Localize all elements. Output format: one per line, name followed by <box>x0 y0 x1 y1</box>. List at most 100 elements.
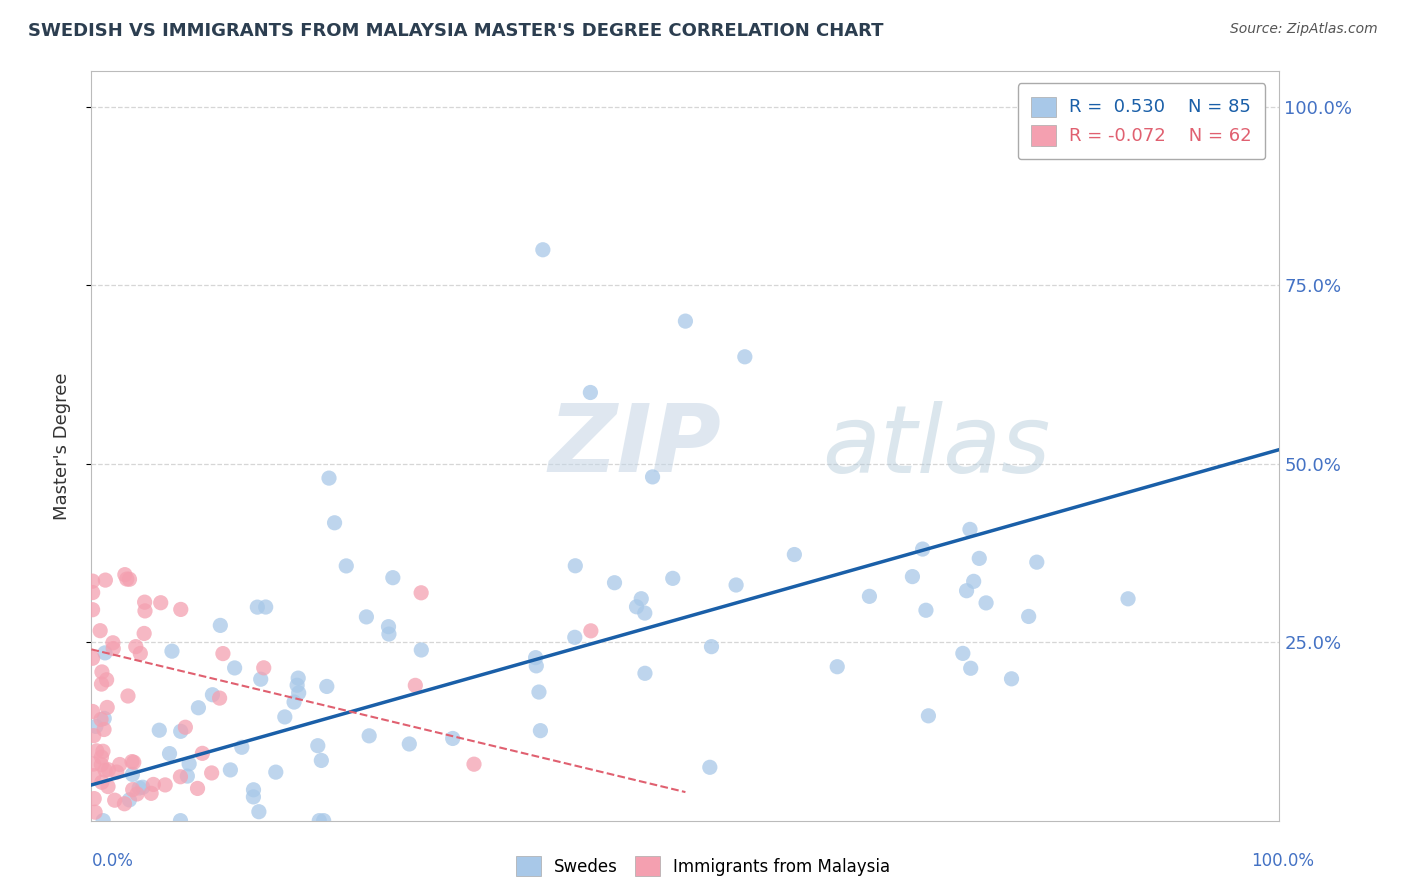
Point <box>1116 591 1139 606</box>
Point <box>125 787 148 801</box>
Point <box>84 805 107 820</box>
Point <box>634 666 657 681</box>
Point <box>118 572 141 586</box>
Point <box>139 786 162 800</box>
Point <box>97 763 120 777</box>
Point <box>134 595 156 609</box>
Point <box>378 627 401 641</box>
Point <box>529 723 551 738</box>
Point <box>134 604 156 618</box>
Point <box>246 600 269 615</box>
Point <box>94 646 117 660</box>
Point <box>564 558 586 573</box>
Point <box>149 596 172 610</box>
Point <box>134 626 156 640</box>
Point <box>285 678 308 692</box>
Point <box>179 756 201 771</box>
Point <box>967 551 990 566</box>
Point <box>963 574 986 589</box>
Point <box>93 711 115 725</box>
Point <box>160 644 183 658</box>
Point <box>634 606 657 620</box>
Text: 0.0%: 0.0% <box>91 852 134 870</box>
Point <box>283 695 305 709</box>
Point <box>121 782 143 797</box>
Point <box>247 805 270 819</box>
Point <box>90 677 112 691</box>
Point <box>96 700 118 714</box>
Point <box>83 769 105 783</box>
Point <box>94 764 117 778</box>
Point <box>825 659 848 673</box>
Point <box>114 567 136 582</box>
Text: 100.0%: 100.0% <box>1251 852 1315 870</box>
Point <box>952 647 974 661</box>
Point <box>308 814 330 828</box>
Point <box>108 757 131 772</box>
Point <box>101 636 124 650</box>
Point <box>249 672 271 686</box>
Point <box>169 770 191 784</box>
Point <box>242 782 264 797</box>
Point <box>603 575 626 590</box>
Point <box>318 471 340 485</box>
Point <box>129 647 152 661</box>
Point <box>323 516 346 530</box>
Point <box>170 602 193 616</box>
Point <box>253 661 276 675</box>
Point <box>128 780 150 795</box>
Point <box>115 572 138 586</box>
Point <box>125 640 148 654</box>
Point <box>531 243 554 257</box>
Point <box>254 600 277 615</box>
Point <box>82 574 104 588</box>
Point <box>1000 672 1022 686</box>
Point <box>121 767 143 781</box>
Point <box>783 548 806 562</box>
Point <box>463 757 485 772</box>
Point <box>91 665 114 679</box>
Point <box>142 777 165 791</box>
Point <box>82 585 104 599</box>
Point <box>315 680 337 694</box>
Point <box>274 710 297 724</box>
Point <box>311 754 333 768</box>
Point <box>858 590 880 604</box>
Point <box>626 599 648 614</box>
Point <box>381 571 404 585</box>
Point <box>524 650 547 665</box>
Point <box>1018 609 1040 624</box>
Text: ZIP: ZIP <box>548 400 721 492</box>
Point <box>187 700 209 714</box>
Point <box>579 624 602 638</box>
Point <box>83 729 105 743</box>
Text: Source: ZipAtlas.com: Source: ZipAtlas.com <box>1230 22 1378 37</box>
Point <box>209 618 232 632</box>
Point <box>335 558 357 573</box>
Legend: R =  0.530    N = 85, R = -0.072    N = 62: R = 0.530 N = 85, R = -0.072 N = 62 <box>1018 84 1265 159</box>
Point <box>82 705 104 719</box>
Point <box>641 470 664 484</box>
Point <box>176 769 198 783</box>
Point <box>90 713 112 727</box>
Point <box>90 775 112 789</box>
Point <box>224 661 246 675</box>
Point <box>86 744 108 758</box>
Point <box>90 750 112 764</box>
Point <box>212 647 235 661</box>
Point <box>208 691 231 706</box>
Point <box>307 739 329 753</box>
Point <box>93 723 115 737</box>
Point <box>959 661 981 675</box>
Point <box>114 797 136 811</box>
Point <box>148 723 170 738</box>
Point <box>1244 100 1267 114</box>
Point <box>564 630 586 644</box>
Point <box>287 686 309 700</box>
Point <box>524 658 547 673</box>
Point <box>1025 555 1047 569</box>
Point <box>94 573 117 587</box>
Point <box>121 755 143 769</box>
Point <box>441 731 464 746</box>
Point <box>105 765 128 780</box>
